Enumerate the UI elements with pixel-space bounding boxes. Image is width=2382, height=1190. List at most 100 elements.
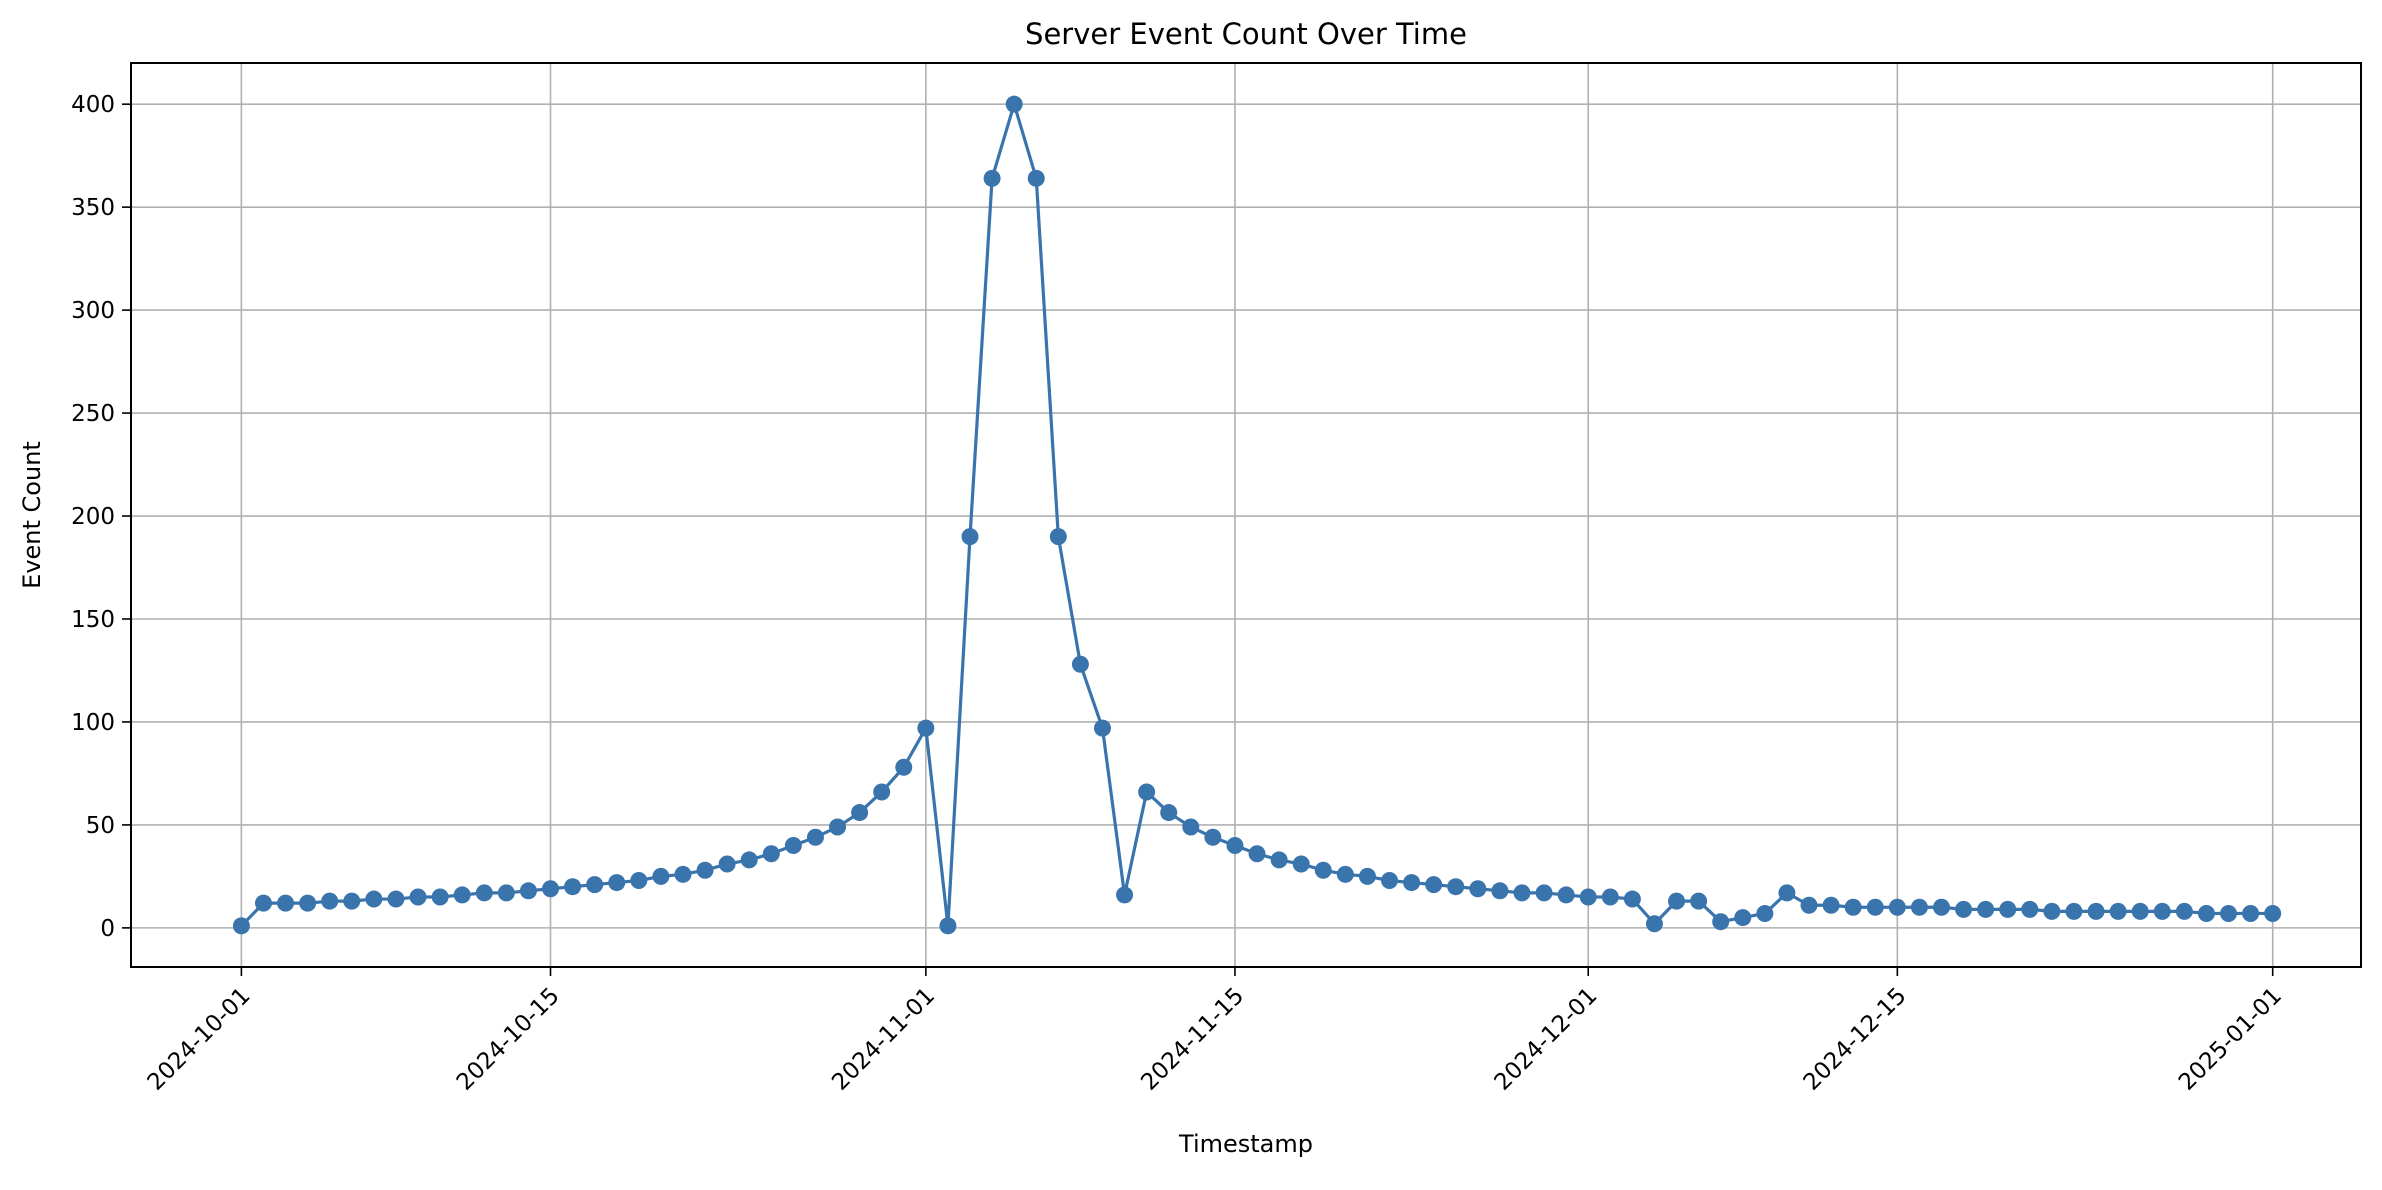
data-point: [1844, 898, 1862, 916]
data-point: [1513, 884, 1531, 902]
data-point: [2242, 904, 2260, 922]
data-point: [1668, 892, 1686, 910]
data-point: [608, 874, 626, 892]
data-point: [1866, 898, 1884, 916]
data-point: [1292, 855, 1310, 873]
y-tick-label: 350: [71, 195, 115, 221]
data-point: [939, 917, 957, 935]
data-point: [1955, 900, 1973, 918]
y-axis-ticks: 0 50 100 150 200 250 300 350 400: [71, 92, 131, 942]
data-point: [1910, 898, 1928, 916]
data-point: [1138, 783, 1156, 801]
data-point: [1447, 878, 1465, 896]
data-point: [497, 884, 515, 902]
data-point: [1358, 867, 1376, 885]
data-point: [674, 865, 692, 883]
data-point: [983, 169, 1001, 187]
data-point: [1027, 169, 1045, 187]
data-point: [1822, 896, 1840, 914]
data-point: [586, 876, 604, 894]
data-point: [2109, 902, 2127, 920]
data-point: [1778, 884, 1796, 902]
data-point: [431, 888, 449, 906]
data-point: [321, 892, 339, 910]
data-point: [2153, 902, 2171, 920]
data-point: [1381, 872, 1399, 890]
x-tick-label: 2024-11-15: [1136, 983, 1249, 1096]
data-point: [895, 758, 913, 776]
data-point: [718, 855, 736, 873]
data-point: [762, 845, 780, 863]
data-point: [2043, 902, 2061, 920]
data-point: [1623, 890, 1641, 908]
data-point: [542, 880, 559, 898]
data-point: [1314, 861, 1332, 879]
y-tick-label: 0: [100, 916, 115, 942]
data-point: [1712, 913, 1730, 931]
x-axis-label: Timestamp: [1178, 1130, 1313, 1158]
y-tick-label: 300: [71, 298, 115, 324]
data-point: [630, 872, 648, 890]
chart-title: Server Event Count Over Time: [1025, 17, 1467, 51]
data-point: [2175, 902, 2193, 920]
data-point: [784, 837, 802, 855]
y-tick-label: 250: [71, 401, 115, 427]
data-point: [1248, 845, 1266, 863]
series-line: [240, 102, 2273, 928]
y-tick-label: 100: [71, 710, 115, 736]
grid-lines: [131, 63, 2361, 967]
y-tick-label: 50: [86, 813, 115, 839]
data-point: [1933, 898, 1950, 916]
data-point: [1888, 898, 1906, 916]
data-point: [1579, 888, 1597, 906]
data-point: [1645, 915, 1663, 933]
data-point: [387, 890, 405, 908]
data-point: [365, 890, 383, 908]
data-point: [851, 804, 869, 822]
data-point: [1182, 818, 1200, 836]
data-point: [917, 719, 935, 737]
data-point: [299, 894, 317, 912]
data-point: [1005, 95, 1023, 113]
data-point: [873, 783, 891, 801]
x-tick-label: 2024-11-01: [827, 983, 940, 1096]
data-point: [2021, 900, 2039, 918]
data-point: [1226, 837, 1244, 855]
x-tick-label: 2024-10-01: [143, 983, 256, 1096]
data-point: [652, 867, 670, 885]
data-point: [1800, 896, 1818, 914]
data-point: [1403, 874, 1421, 892]
data-point: [1999, 900, 2017, 918]
data-point: [961, 528, 979, 546]
data-point: [696, 861, 714, 879]
data-series: [232, 95, 2282, 935]
data-point: [1336, 865, 1354, 883]
data-point: [806, 828, 824, 846]
data-point: [1977, 900, 1995, 918]
data-point: [2131, 902, 2149, 920]
data-point: [277, 894, 295, 912]
plot-frame: [130, 62, 2362, 968]
data-point: [564, 878, 582, 896]
data-point: [343, 892, 361, 910]
x-tick-label: 2024-12-01: [1490, 983, 1603, 1096]
data-point: [2264, 904, 2282, 922]
x-tick-label: 2024-12-15: [1799, 983, 1912, 1096]
x-tick-label: 2024-10-15: [452, 983, 565, 1096]
data-point: [1557, 886, 1575, 904]
data-point: [1469, 880, 1487, 898]
x-axis-ticks: 2024-10-01 2024-10-15 2024-11-01 2024-11-15…: [143, 967, 2287, 1096]
data-point: [1690, 892, 1708, 910]
data-point: [1160, 804, 1178, 822]
data-point: [409, 888, 427, 906]
data-point: [1601, 888, 1619, 906]
data-point: [1071, 655, 1089, 673]
x-tick-label: 2025-01-01: [2174, 983, 2287, 1096]
data-point: [1204, 828, 1222, 846]
y-tick-label: 400: [71, 92, 115, 118]
data-point: [2220, 904, 2238, 922]
data-point: [232, 917, 250, 935]
data-point: [829, 818, 847, 836]
y-axis-label: Event Count: [18, 441, 46, 589]
